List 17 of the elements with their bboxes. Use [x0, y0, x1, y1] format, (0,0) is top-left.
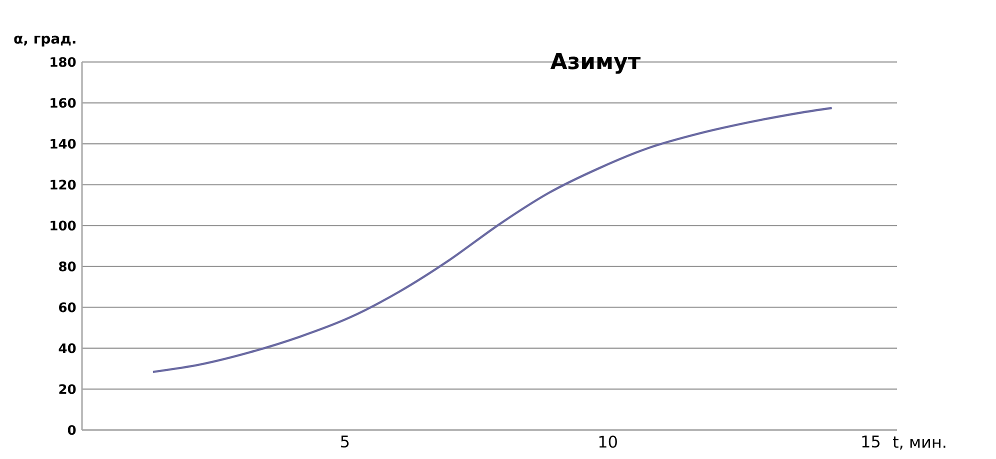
x-tick-label: 5: [341, 436, 349, 448]
line-series: [152, 106, 833, 374]
y-tick-label: 100: [50, 220, 76, 230]
x-tick-label: 10: [599, 436, 617, 448]
y-tick-label: 80: [59, 262, 76, 272]
y-tick-label: 20: [59, 384, 76, 394]
x-axis-title: t, мин.: [892, 436, 946, 450]
y-axis-title: α, град.: [14, 36, 76, 46]
y-tick-label: 0: [68, 425, 76, 435]
y-tick-label: 180: [50, 57, 76, 67]
x-tick-label: 15: [862, 436, 880, 448]
y-tick-label: 160: [50, 98, 76, 108]
y-tick-label: 40: [58, 343, 76, 354]
y-tick-label: 140: [50, 138, 76, 149]
chart-title: Азимут: [550, 52, 641, 74]
y-tick-label: 120: [50, 180, 76, 190]
y-tick-label: 60: [59, 302, 76, 312]
